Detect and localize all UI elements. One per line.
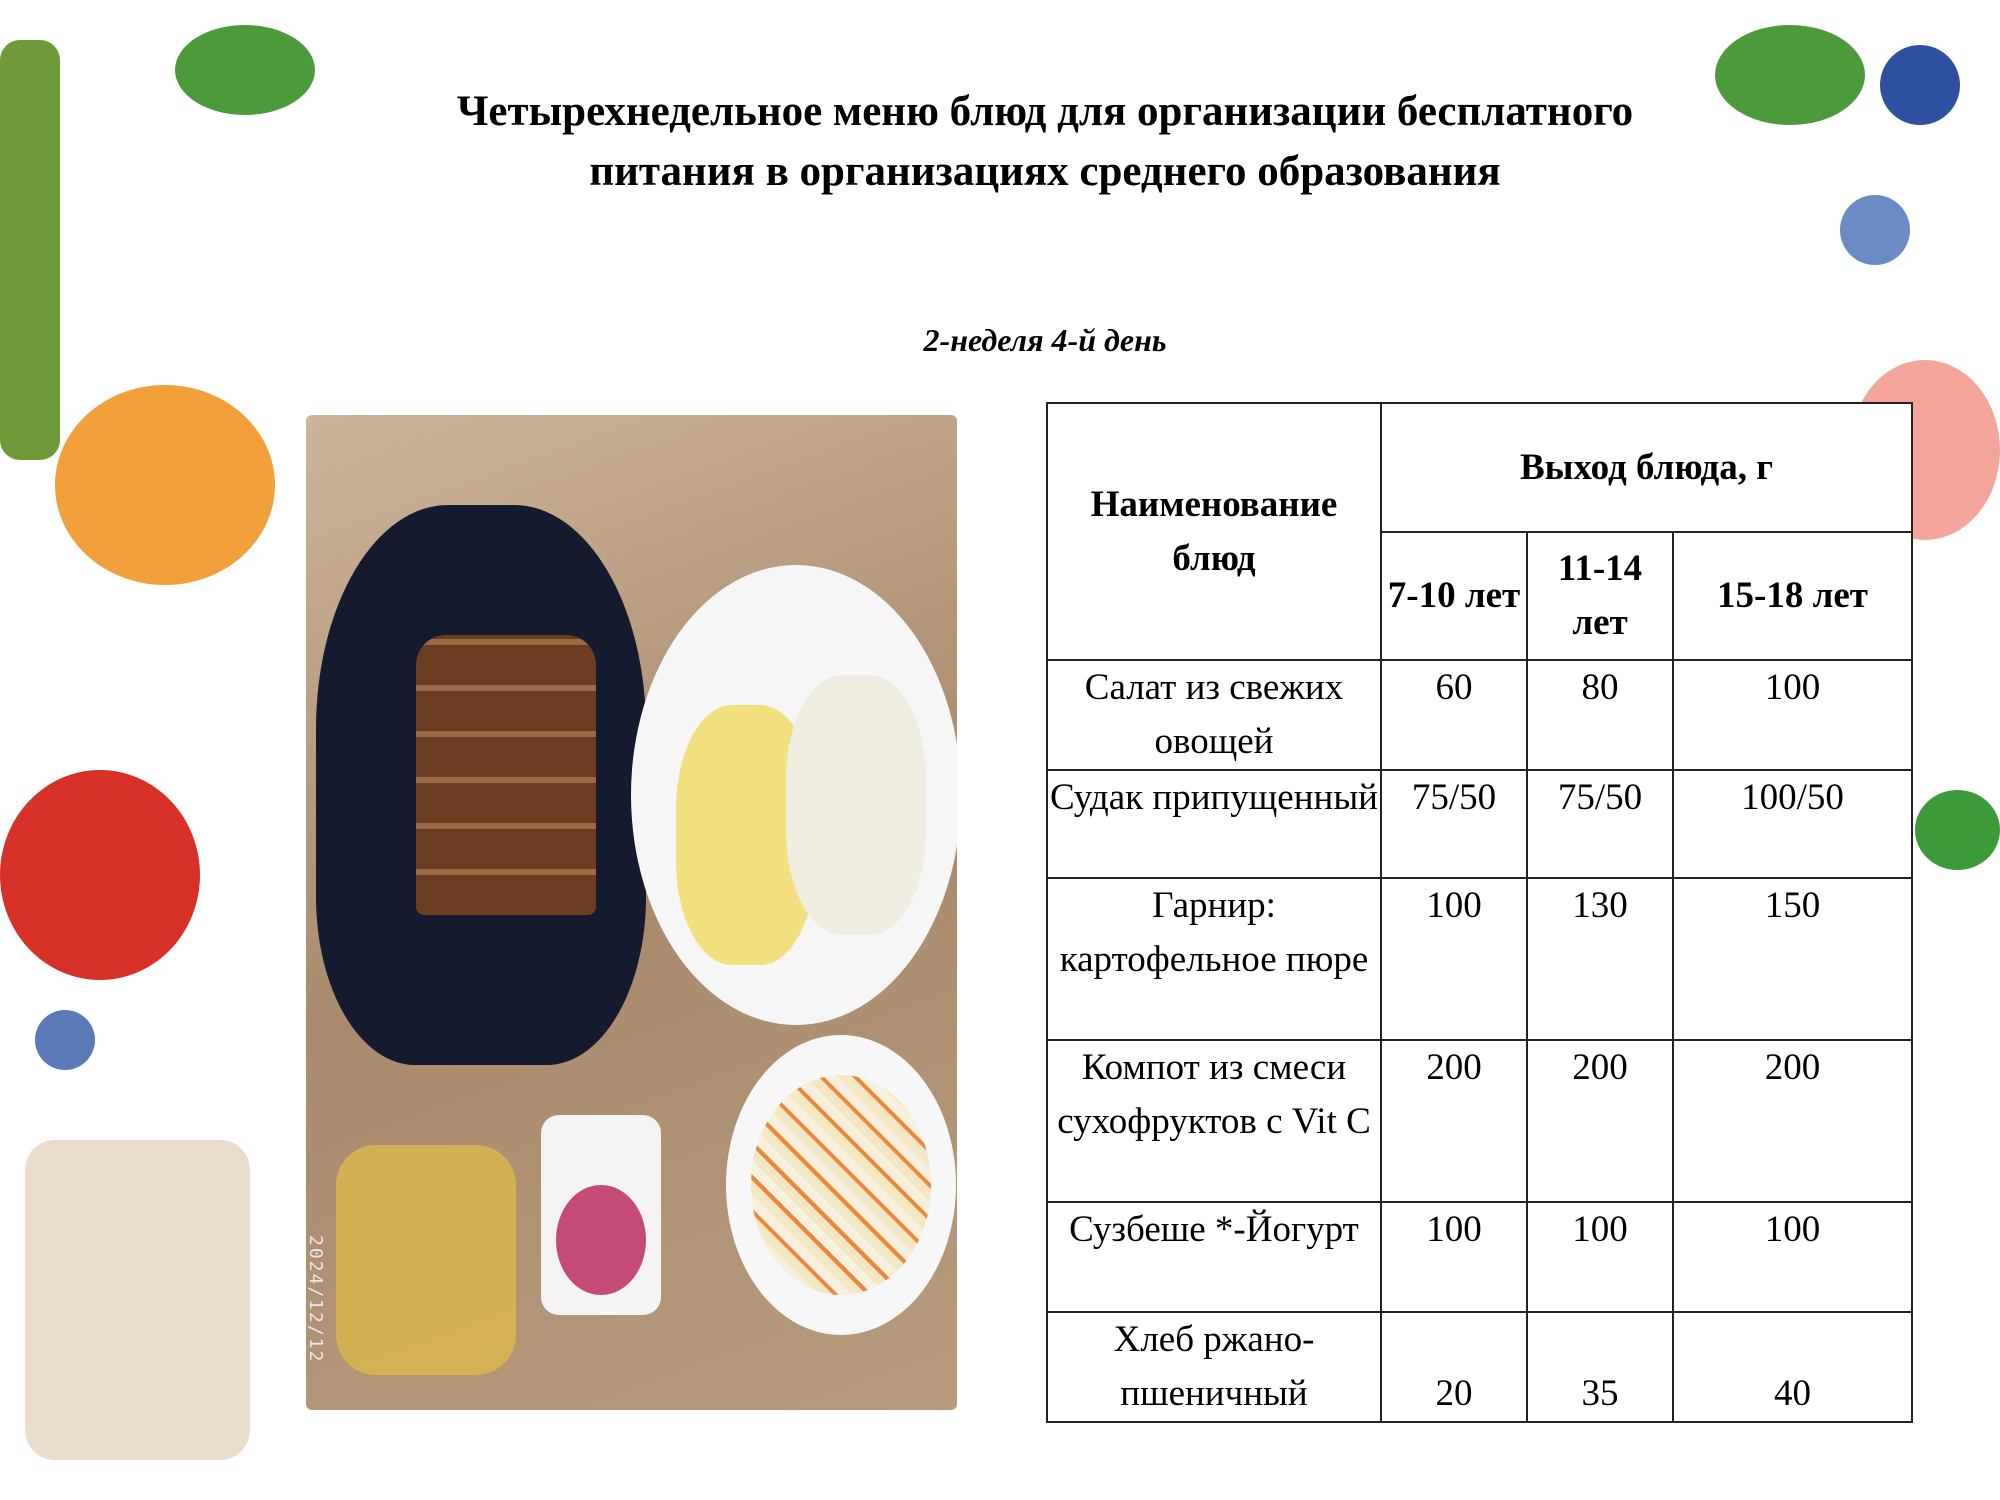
yield-value: 200 bbox=[1526, 1039, 1674, 1203]
yield-value: 100 bbox=[1672, 659, 1913, 771]
yield-value: 80 bbox=[1526, 659, 1674, 771]
header-age-group: 11-14 лет bbox=[1526, 531, 1674, 661]
yield-value: 75/50 bbox=[1526, 769, 1674, 879]
salad bbox=[751, 1075, 931, 1295]
leaf-decoration bbox=[1715, 25, 1865, 125]
menu-table: Наименование блюд Выход блюда, г 7-10 ле… bbox=[1046, 402, 1913, 1423]
cup-decoration bbox=[25, 1140, 250, 1460]
page-title: Четырехнедельное меню блюд для организац… bbox=[456, 88, 1634, 195]
compote-glass bbox=[336, 1145, 516, 1375]
yield-value: 40 bbox=[1672, 1311, 1913, 1423]
yield-value: 20 bbox=[1380, 1311, 1528, 1423]
table-row: Сузбеше *-Йогурт 100 100 100 bbox=[1046, 1201, 1913, 1313]
leaf-decoration bbox=[175, 25, 315, 115]
yield-value: 200 bbox=[1380, 1039, 1528, 1203]
table-row: Компот из смеси сухофруктов с Vit C 200 … bbox=[1046, 1039, 1913, 1203]
yield-value: 100 bbox=[1672, 1201, 1913, 1313]
yogurt-cup bbox=[541, 1115, 661, 1315]
dish-name: Сузбеше *-Йогурт bbox=[1046, 1201, 1382, 1313]
dish-name: Гарнир: картофельное пюре bbox=[1046, 877, 1382, 1041]
table-row: Судак припущенный 75/50 75/50 100/50 bbox=[1046, 769, 1913, 879]
header-age-group: 7-10 лет bbox=[1380, 531, 1528, 661]
yield-value: 100 bbox=[1380, 877, 1528, 1041]
blueberry-decoration bbox=[1840, 195, 1910, 265]
dish-name: Судак припущенный bbox=[1046, 769, 1382, 879]
header-dish-name: Наименование блюд bbox=[1046, 402, 1382, 661]
header-age-group: 15-18 лет bbox=[1672, 531, 1913, 661]
meal-photo: 2024/12/12 bbox=[306, 415, 957, 1410]
dish-name: Салат из свежих овощей bbox=[1046, 659, 1382, 771]
yield-value: 35 bbox=[1526, 1311, 1674, 1423]
table-row: Хлеб ржано-пшеничный 20 35 40 bbox=[1046, 1311, 1913, 1423]
table-row: Гарнир: картофельное пюре 100 130 150 bbox=[1046, 877, 1913, 1041]
apricot-decoration bbox=[55, 385, 275, 585]
yield-value: 200 bbox=[1672, 1039, 1913, 1203]
yield-value: 75/50 bbox=[1380, 769, 1528, 879]
leaf-decoration bbox=[1915, 790, 2000, 870]
blueberry-decoration bbox=[1880, 45, 1960, 125]
table-row: Салат из свежих овощей 60 80 100 bbox=[1046, 659, 1913, 771]
table-header-row: Наименование блюд Выход блюда, г bbox=[1046, 402, 1913, 661]
yield-value: 100 bbox=[1380, 1201, 1528, 1313]
page-subtitle: 2-неделя 4-й день bbox=[923, 322, 1167, 358]
asparagus-decoration bbox=[0, 40, 60, 460]
dish-name: Компот из смеси сухофруктов с Vit C bbox=[1046, 1039, 1382, 1203]
yield-value: 150 bbox=[1672, 877, 1913, 1041]
table-subheader-row: 7-10 лет 11-14 лет 15-18 лет bbox=[1047, 531, 1913, 661]
yield-value: 130 bbox=[1526, 877, 1674, 1041]
tomato-decoration bbox=[0, 770, 200, 980]
yield-value: 100/50 bbox=[1672, 769, 1913, 879]
yield-value: 60 bbox=[1380, 659, 1528, 771]
blueberry-decoration bbox=[35, 1010, 95, 1070]
poached-fish bbox=[786, 675, 926, 935]
header-yield: Выход блюда, г bbox=[1380, 402, 1913, 533]
dish-name: Хлеб ржано-пшеничный bbox=[1046, 1311, 1382, 1423]
bread-slices bbox=[416, 635, 596, 915]
date-stamp: 2024/12/12 bbox=[306, 1235, 326, 1364]
yield-value: 100 bbox=[1526, 1201, 1674, 1313]
